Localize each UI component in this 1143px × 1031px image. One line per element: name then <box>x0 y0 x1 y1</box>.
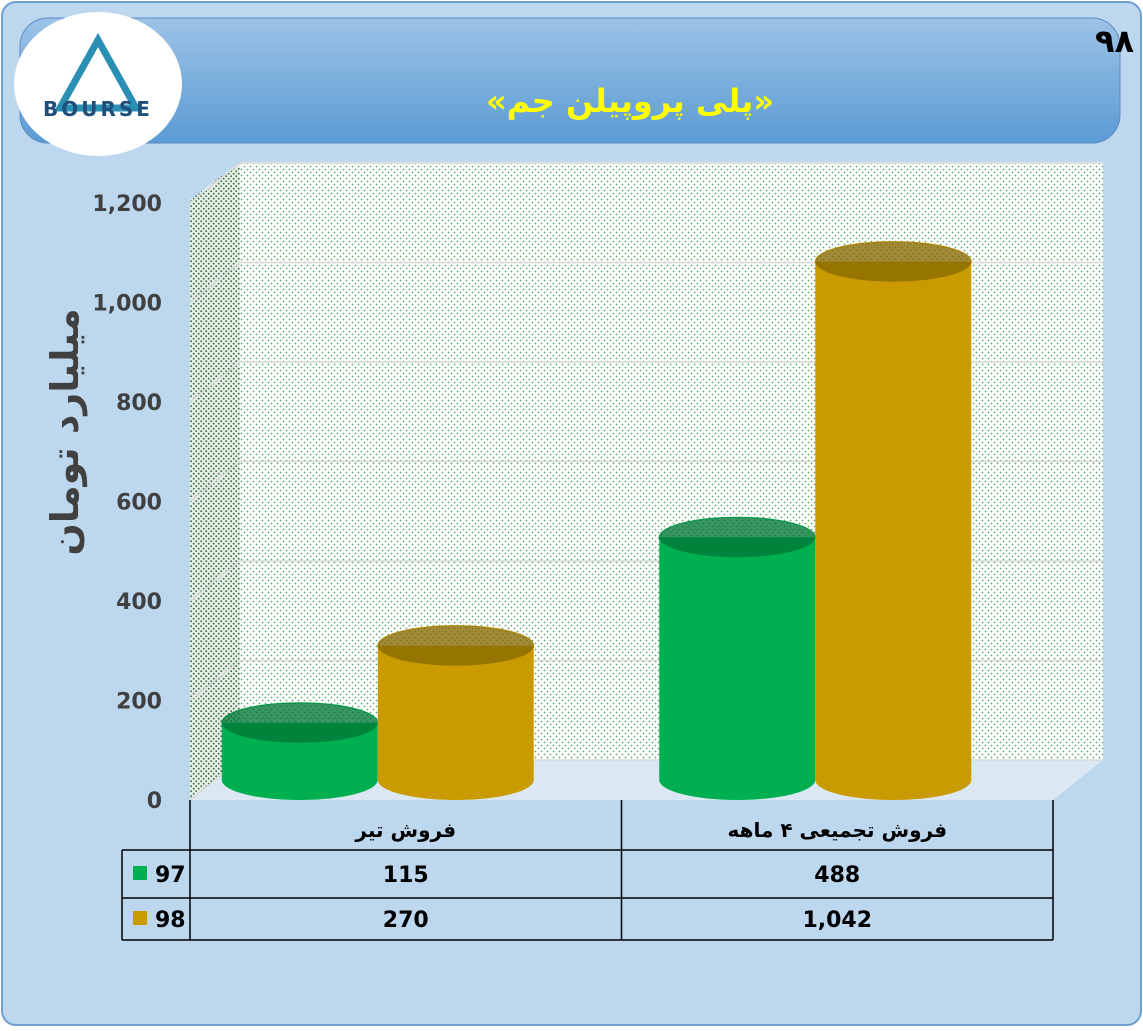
bar-body <box>659 537 816 780</box>
x-tick-label: فروش تیر <box>354 818 456 842</box>
bar-top <box>377 625 535 667</box>
y-tick-label: 800 <box>116 391 162 416</box>
y-tick-label: 600 <box>116 491 162 516</box>
bar-body <box>815 261 972 781</box>
bar <box>221 702 379 800</box>
legend-label: 97 <box>155 863 186 888</box>
y-axis-label: میلیارد تومان <box>43 308 87 555</box>
bar-top-shade <box>377 625 534 666</box>
data-label: 270 <box>383 908 429 933</box>
x-tick-label: فروش تجمیعی ۴ ماهه <box>727 818 947 842</box>
bar-body <box>377 645 534 780</box>
grid-line <box>189 659 241 702</box>
grid-line <box>189 162 241 204</box>
bar-top-shade <box>659 517 816 558</box>
y-tick-label: 1,200 <box>92 192 162 217</box>
legend-swatch <box>133 866 147 880</box>
header-banner <box>19 17 1121 144</box>
bar-top <box>814 241 972 283</box>
y-tick-label: 0 <box>147 789 162 814</box>
data-label: 488 <box>814 863 860 888</box>
legend-label: 98 <box>155 908 186 933</box>
bar-top-shade <box>221 702 378 743</box>
grid-line <box>189 261 241 304</box>
grid-line <box>189 560 241 602</box>
chart-title: گزارش فروش ریالی ماهانه و ۴ ماهه منتهی ب… <box>1095 22 1143 60</box>
y-tick-label: 1,000 <box>92 292 162 317</box>
logo-badge <box>14 12 182 156</box>
bar-top-shade <box>815 241 972 282</box>
y-tick-label: 400 <box>116 590 162 615</box>
legend-swatch <box>133 911 147 925</box>
chart-subtitle: «پلی پروپیلن جم» <box>486 82 774 120</box>
y-tick-label: 200 <box>116 690 162 715</box>
bar <box>814 241 972 800</box>
logo-text: BOURSE <box>43 97 153 121</box>
grid-line <box>189 460 241 503</box>
grid-line <box>189 361 241 403</box>
data-label: 1,042 <box>802 908 872 933</box>
logo-mark <box>54 32 142 112</box>
bar <box>658 516 816 800</box>
bar <box>377 625 535 800</box>
data-label: 115 <box>383 863 429 888</box>
